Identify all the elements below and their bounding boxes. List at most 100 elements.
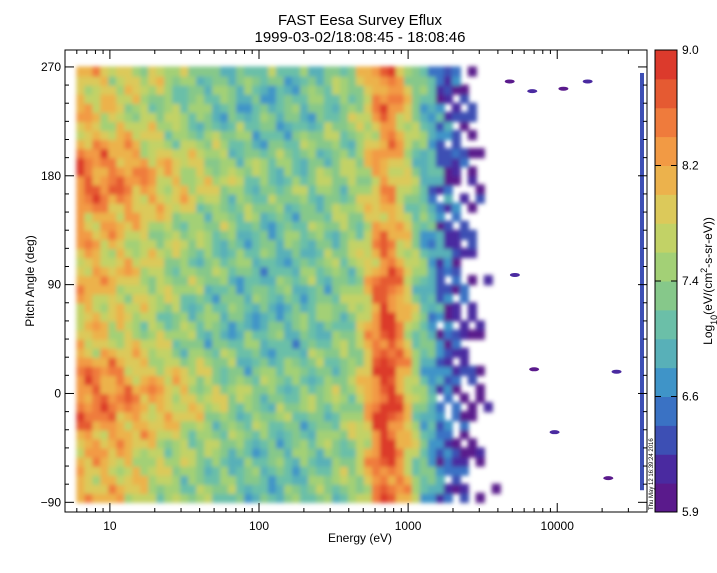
- heatmap-cell: [339, 483, 350, 494]
- heatmap-cell: [212, 138, 222, 150]
- heatmap-cell: [236, 265, 246, 277]
- heatmap-cell: [443, 193, 453, 204]
- heatmap-cell: [363, 420, 374, 431]
- heatmap-cell: [276, 284, 286, 295]
- y-tick-label: 180: [41, 169, 61, 183]
- heatmap-cell: [435, 302, 445, 313]
- heatmap-cell: [403, 275, 414, 286]
- heatmap-cell: [315, 447, 326, 458]
- heatmap-cell: [355, 265, 366, 277]
- heatmap-cell: [148, 120, 158, 132]
- heatmap-cell: [411, 284, 421, 295]
- heatmap-cell: [427, 138, 437, 150]
- heatmap-cell: [419, 175, 429, 186]
- heatmap-cell: [315, 365, 326, 377]
- heatmap-cell: [156, 365, 166, 377]
- heatmap-cell: [76, 184, 86, 195]
- heatmap-cell: [276, 356, 286, 367]
- heatmap-cell: [212, 284, 222, 295]
- heatmap-cell: [283, 311, 294, 322]
- heatmap-cell: [347, 483, 358, 494]
- heatmap-cell: [100, 429, 110, 440]
- heatmap-cell: [475, 320, 485, 331]
- heatmap-cell: [92, 111, 102, 123]
- heatmap-cell: [355, 392, 366, 404]
- heatmap-cell: [291, 456, 302, 467]
- heatmap-cell: [419, 293, 429, 304]
- heatmap-cell: [236, 211, 246, 222]
- heatmap-cell: [84, 84, 94, 95]
- heatmap-cell: [315, 238, 326, 250]
- heatmap-cell: [355, 411, 366, 422]
- heatmap-cell: [260, 338, 270, 349]
- heatmap-cell: [459, 111, 469, 123]
- heatmap-cell: [363, 347, 374, 358]
- heatmap-cell: [164, 184, 174, 195]
- heatmap-cell: [451, 456, 461, 467]
- heatmap-cell: [124, 229, 134, 240]
- heatmap-cell: [419, 420, 429, 431]
- heatmap-cell: [244, 420, 254, 431]
- heatmap-cell: [307, 492, 318, 504]
- heatmap-cell: [475, 447, 485, 458]
- heatmap-cell: [443, 284, 453, 295]
- heatmap-cell: [395, 411, 406, 422]
- heatmap-cell: [323, 229, 334, 240]
- heatmap-cell: [371, 184, 382, 195]
- heatmap-cell: [124, 293, 134, 304]
- heatmap-cell: [156, 447, 166, 458]
- heatmap-cell: [276, 438, 286, 449]
- heatmap-cell: [196, 120, 206, 132]
- heatmap-cell: [451, 402, 461, 413]
- heatmap-cell: [276, 474, 286, 485]
- heatmap-cell: [411, 275, 421, 286]
- heatmap-cell: [108, 157, 118, 168]
- heatmap-cell: [116, 429, 126, 440]
- heatmap-cell: [299, 238, 310, 250]
- heatmap-cell: [180, 420, 190, 431]
- heatmap-cell: [355, 329, 366, 340]
- heatmap-cell: [307, 84, 318, 95]
- heatmap-cell: [451, 383, 461, 395]
- heatmap-cell: [387, 483, 398, 494]
- heatmap-cell: [315, 456, 326, 467]
- heatmap-cell: [84, 392, 94, 404]
- heatmap-cell: [307, 75, 318, 86]
- heatmap-cell: [299, 320, 310, 331]
- heatmap-cell: [204, 474, 214, 485]
- heatmap-cell: [228, 356, 238, 367]
- heatmap-cell: [260, 193, 270, 204]
- heatmap-cell: [395, 420, 406, 431]
- heatmap-cell: [307, 420, 318, 431]
- heatmap-cell: [156, 166, 166, 177]
- heatmap-cell: [220, 456, 230, 467]
- heatmap-cell: [403, 102, 414, 113]
- heatmap-cell: [363, 265, 374, 277]
- heatmap-cell: [84, 247, 94, 259]
- heatmap-cell: [180, 102, 190, 113]
- heatmap-cell: [475, 456, 485, 467]
- heatmap-cell: [116, 293, 126, 304]
- heatmap-cell: [92, 84, 102, 95]
- heatmap-cell: [196, 402, 206, 413]
- heatmap-cell: [451, 447, 461, 458]
- heatmap-cell: [283, 320, 294, 331]
- heatmap-cell: [339, 284, 350, 295]
- heatmap-cell: [92, 474, 102, 485]
- heatmap-cell: [427, 166, 437, 177]
- heatmap-cell: [124, 265, 134, 277]
- heatmap-cell: [323, 265, 334, 277]
- heatmap-cell: [427, 75, 437, 86]
- heatmap-cell: [315, 429, 326, 440]
- heatmap-cell: [148, 365, 158, 377]
- heatmap-cell: [443, 247, 453, 259]
- colorbar-tick-label: 5.9: [682, 505, 699, 519]
- heatmap-cell: [156, 302, 166, 313]
- heatmap-cell: [260, 129, 270, 141]
- heatmap-cell: [443, 66, 453, 77]
- heatmap-cell: [403, 247, 414, 259]
- heatmap-cell: [220, 311, 230, 322]
- heatmap-cell: [100, 157, 110, 168]
- heatmap-cell: [395, 184, 406, 195]
- heatmap-cell: [204, 66, 214, 77]
